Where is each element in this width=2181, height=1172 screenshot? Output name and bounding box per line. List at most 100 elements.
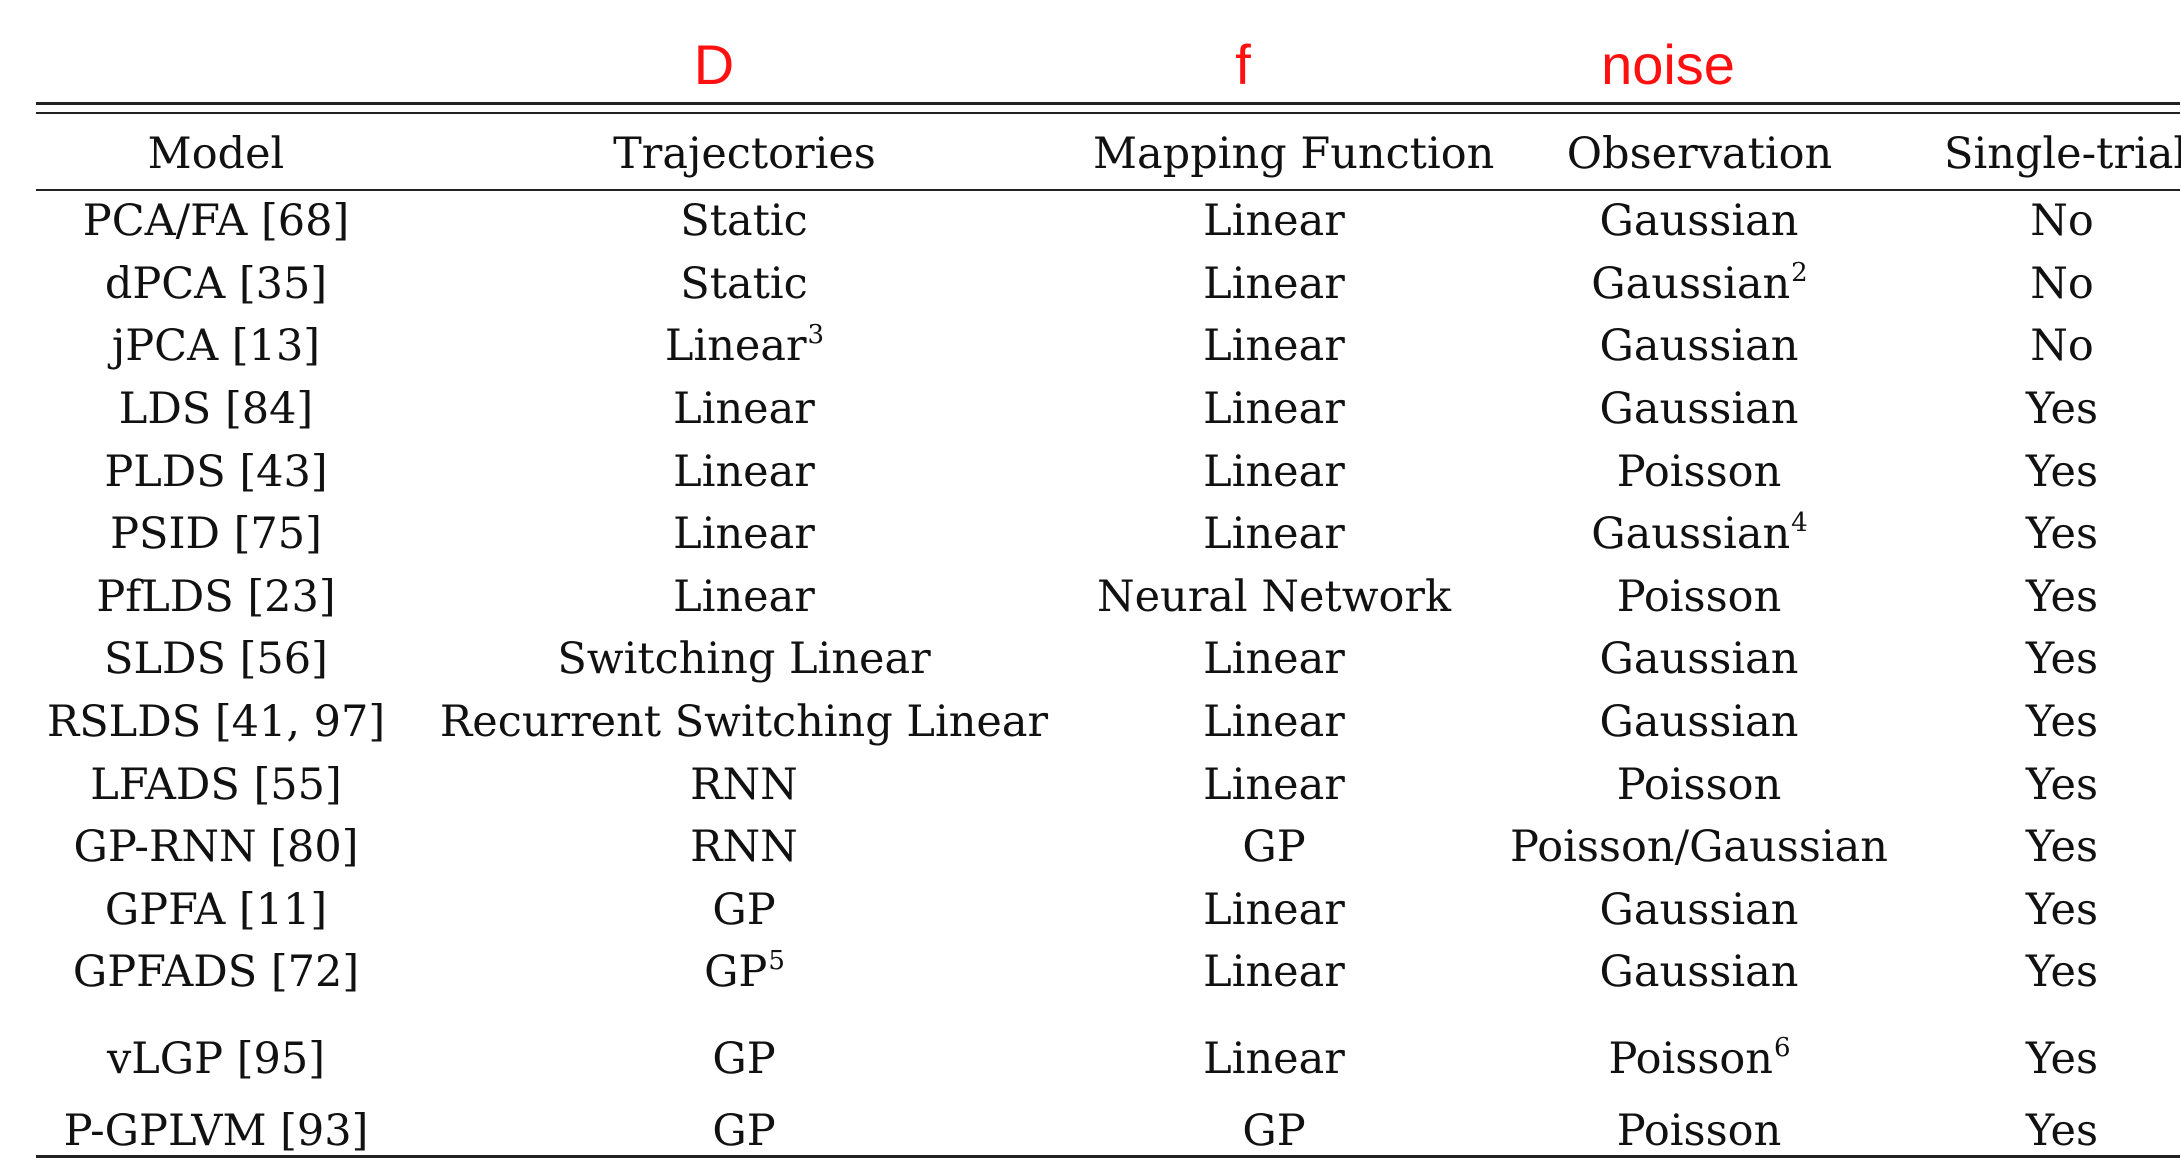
model-cell-text: PSID [75]	[110, 509, 322, 560]
trajectories-cell-text: RNN	[690, 822, 798, 873]
model-cell: PCA/FA [68]	[36, 190, 396, 253]
single-trial-cell-text: Yes	[2025, 1106, 2099, 1157]
model-cell: P-GPLVM [93]	[36, 1100, 396, 1163]
header-row: Model Trajectories Mapping Function Obse…	[36, 118, 2181, 190]
model-cell: PSID [75]	[36, 503, 396, 566]
footnote-marker: 6	[1774, 1032, 1791, 1063]
single-trial-cell: Yes	[1944, 566, 2180, 629]
mapping-function-cell: Linear	[1093, 253, 1455, 316]
model-cell: dPCA [35]	[36, 253, 396, 316]
model-cell: GPFADS [72]	[36, 941, 396, 1004]
model-cell-text: PCA/FA [68]	[82, 196, 350, 247]
trajectories-cell: RNN	[396, 753, 1093, 816]
observation-cell: Gaussian	[1455, 628, 1944, 691]
mapping-function-cell-text: Linear	[1203, 321, 1345, 372]
observation-cell-text: Poisson/Gaussian	[1510, 822, 1888, 873]
top-rule-outer	[36, 102, 2180, 105]
mapping-function-cell: Linear	[1093, 753, 1455, 816]
table-row: GPFADS [72] GP5 Linear Gaussian Yes	[36, 941, 2180, 1004]
mapping-function-cell: Linear	[1093, 1004, 1455, 1100]
table-row: vLGP [95] GP Linear Poisson6 Yes	[36, 1004, 2180, 1100]
footnote-marker: 3	[807, 320, 825, 351]
trajectories-cell: Static	[396, 253, 1093, 316]
mapping-function-cell: Linear	[1093, 440, 1455, 503]
mapping-function-cell: Linear	[1093, 879, 1455, 942]
single-trial-cell: Yes	[1944, 753, 2180, 816]
trajectories-cell-text: Linear	[673, 384, 815, 435]
footnote-marker: 2	[1791, 257, 1808, 288]
mapping-function-cell-text: Linear	[1203, 196, 1345, 247]
table-row: PfLDS [23] Linear Neural Network Poisson Yes	[36, 566, 2180, 629]
observation-cell-text: Poisson	[1616, 1106, 1782, 1157]
mapping-function-cell: Neural Network	[1093, 566, 1455, 629]
single-trial-cell-text: Yes	[2025, 571, 2099, 622]
table-row: LFADS [55] RNN Linear Poisson Yes	[36, 753, 2180, 816]
single-trial-cell-text: Yes	[2025, 509, 2099, 560]
trajectories-cell: GP	[396, 1004, 1093, 1100]
table-row: PCA/FA [68] Static Linear Gaussian No	[36, 190, 2180, 253]
mapping-function-cell: Linear	[1093, 315, 1455, 378]
header-single-trial-label: Single-trial	[1944, 129, 2181, 179]
observation-cell: Poisson	[1455, 566, 1944, 629]
observation-cell: Gaussian	[1455, 378, 1944, 441]
mapping-function-cell-text: Neural Network	[1096, 571, 1452, 622]
table-body: PCA/FA [68] Static Linear Gaussian No dPCA [3…	[36, 190, 2180, 1162]
table-row: PLDS [43] Linear Linear Poisson Yes	[36, 440, 2180, 503]
trajectories-cell-text: Recurrent Switching Linear	[439, 697, 1049, 748]
single-trial-cell-text: Yes	[2025, 884, 2099, 935]
model-cell-text: jPCA [13]	[111, 321, 321, 372]
model-cell: GPFA [11]	[36, 879, 396, 942]
mapping-function-cell: Linear	[1093, 503, 1455, 566]
mapping-function-cell-text: Linear	[1203, 634, 1345, 685]
model-cell-text: PfLDS [23]	[96, 571, 336, 622]
trajectories-cell-text: Static	[680, 196, 808, 247]
table-row: GPFA [11] GP Linear Gaussian Yes	[36, 879, 2180, 942]
mapping-function-cell: GP	[1093, 816, 1455, 879]
observation-cell-text: Gaussian	[1599, 321, 1799, 372]
footnote-marker: 5	[768, 946, 785, 977]
single-trial-cell: No	[1944, 190, 2180, 253]
single-trial-cell-text: Yes	[2025, 1033, 2099, 1084]
single-trial-cell: No	[1944, 253, 2180, 316]
mapping-function-cell-text: GP	[1242, 1106, 1306, 1157]
model-cell-text: LFADS [55]	[90, 759, 342, 810]
annotation-dynamics-label: D	[693, 33, 735, 96]
mapping-function-cell-text: GP	[1242, 822, 1306, 873]
model-cell: LFADS [55]	[36, 753, 396, 816]
model-cell: RSLDS [41, 97]	[36, 691, 396, 754]
trajectories-cell-text: Linear	[664, 321, 807, 372]
single-trial-cell: No	[1944, 315, 2180, 378]
mapping-function-cell: GP	[1093, 1100, 1455, 1163]
single-trial-cell-text: Yes	[2025, 634, 2099, 685]
trajectories-cell: Linear	[396, 378, 1093, 441]
mapping-function-cell-text: Linear	[1203, 759, 1345, 810]
single-trial-cell: Yes	[1944, 378, 2180, 441]
table-row: dPCA [35] Static Linear Gaussian2 No	[36, 253, 2180, 316]
trajectories-cell: Linear	[396, 503, 1093, 566]
trajectories-cell: GP5	[396, 941, 1093, 1004]
single-trial-cell: Yes	[1944, 1100, 2180, 1163]
observation-cell-text: Gaussian	[1591, 258, 1791, 309]
model-cell-text: GP-RNN [80]	[73, 822, 359, 873]
single-trial-cell-text: Yes	[2025, 822, 2099, 873]
mapping-function-cell-text: Linear	[1203, 509, 1345, 560]
observation-cell-text: Poisson	[1616, 446, 1782, 497]
observation-cell: Poisson6	[1455, 1004, 1944, 1100]
header-mapping-function: Mapping Function	[1093, 129, 1495, 179]
trajectories-cell: Linear3	[396, 315, 1093, 378]
model-cell: PLDS [43]	[36, 440, 396, 503]
single-trial-cell-text: Yes	[2025, 446, 2099, 497]
trajectories-cell-text: Linear	[673, 509, 815, 560]
mapping-function-cell-text: Linear	[1203, 947, 1345, 998]
observation-cell: Gaussian	[1455, 941, 1944, 1004]
top-rule-inner	[36, 112, 2180, 114]
observation-cell-text: Poisson	[1608, 1033, 1773, 1084]
trajectories-cell: Recurrent Switching Linear	[396, 691, 1093, 754]
annotation-mapping-label: f	[1235, 33, 1251, 96]
single-trial-cell: Yes	[1944, 879, 2180, 942]
trajectories-cell-text: Switching Linear	[557, 634, 931, 685]
header-rule	[36, 189, 2180, 191]
model-cell-text: GPFADS [72]	[72, 947, 360, 998]
trajectories-cell-text: Linear	[673, 446, 815, 497]
trajectories-cell-text: GP	[712, 884, 776, 935]
